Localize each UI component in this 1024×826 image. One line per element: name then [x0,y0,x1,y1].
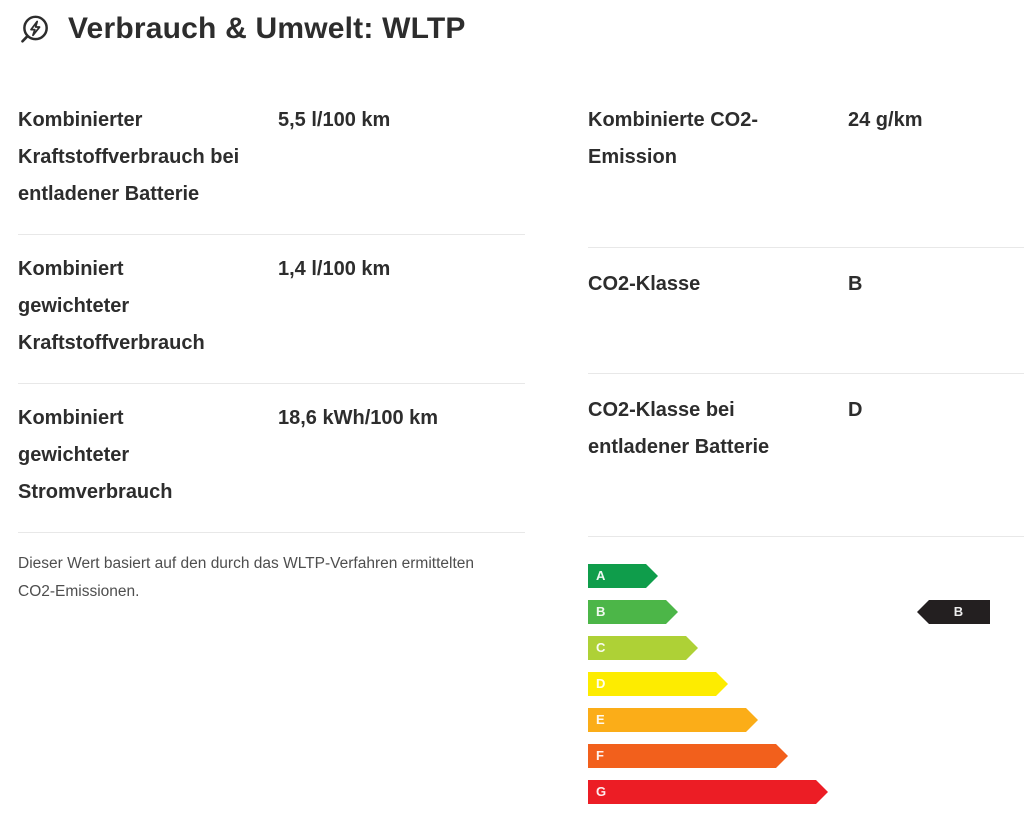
spec-value: D [848,399,863,421]
spec-label: Kombiniert gewichteter Kraftstoffverbrau… [18,258,205,354]
co2-scale-row-g: G [588,780,1024,804]
co2-scale-row-e: E [588,708,1024,732]
spec-label: CO2-Klasse bei entladener Batterie [588,399,770,458]
spec-value: 24 g/km [848,109,923,131]
co2-scale-row-d: D [588,672,1024,696]
spec-row-co2-emission: Kombinierte CO2- Emission 24 g/km [588,102,1024,248]
spec-label: Kombinierter Kraftstoffverbrauch bei ent… [18,109,240,205]
spec-row-co2-klasse-entladen: CO2-Klasse bei entladener Batterie D [588,374,1024,537]
section-title: Verbrauch & Umwelt: WLTP [68,12,466,45]
spec-row-kraftstoffverbrauch-entladen: Kombinierter Kraftstoffverbrauch bei ent… [18,102,525,235]
co2-class-arrow-c: C [588,636,698,660]
spec-value: 5,5 l/100 km [278,109,391,131]
spec-label: Kombiniert gewichteter Stromverbrauch [18,407,173,503]
spec-label: CO2-Klasse [588,273,701,295]
leaf-lightning-icon [21,15,48,43]
consumption-column: Kombinierter Kraftstoffverbrauch bei ent… [18,102,525,606]
co2-scale-row-a: A [588,564,1024,588]
emission-column: Kombinierte CO2- Emission 24 g/km CO2-Kl… [588,102,1024,816]
co2-class-arrow-d: D [588,672,728,696]
spec-row-gewichteter-stromverbrauch: Kombiniert gewichteter Stromverbrauch 18… [18,384,525,533]
vehicle-co2-class-marker: B [917,600,990,624]
co2-class-arrow-e: E [588,708,758,732]
spec-row-co2-klasse: CO2-Klasse B [588,248,1024,374]
co2-class-arrow-f: F [588,744,788,768]
section-header: Verbrauch & Umwelt: WLTP [18,12,466,46]
co2-class-arrow-g: G [588,780,828,804]
co2-class-arrow-a: A [588,564,658,588]
co2-class-arrow-b: B [588,600,678,624]
spec-value: 1,4 l/100 km [278,258,391,280]
wltp-footnote: Dieser Wert basiert auf den durch das WL… [18,555,475,600]
co2-scale-row-c: C [588,636,1024,660]
co2-scale-row-f: F [588,744,1024,768]
spec-value: B [848,273,863,295]
spec-value: 18,6 kWh/100 km [278,407,439,429]
spec-row-gewichteter-kraftstoffverbrauch: Kombiniert gewichteter Kraftstoffverbrau… [18,235,525,384]
spec-label: Kombinierte CO2- Emission [588,109,759,168]
